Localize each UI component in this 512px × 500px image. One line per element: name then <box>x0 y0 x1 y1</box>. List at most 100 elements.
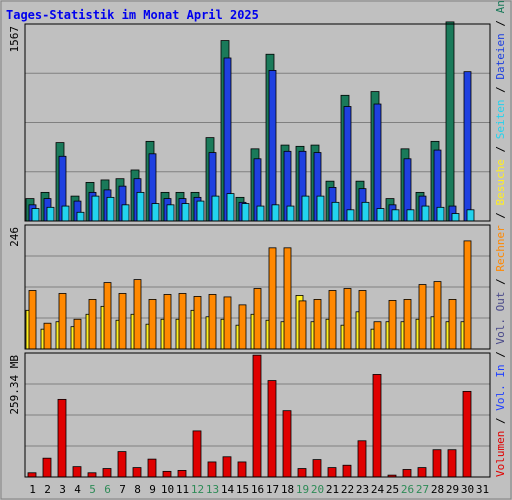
x-tick-label: 23 <box>356 483 369 496</box>
x-tick-label: 6 <box>104 483 111 496</box>
bar-volumen <box>327 467 337 478</box>
bar-rechner <box>238 304 247 350</box>
bar-rechner <box>193 296 202 350</box>
bar-seiten <box>406 209 415 222</box>
bar-seiten <box>166 204 175 222</box>
bar-seiten <box>211 195 220 222</box>
x-tick-label: 13 <box>206 483 219 496</box>
panel-visits: 246 <box>8 224 491 350</box>
bar-rechner <box>178 293 187 350</box>
bar-seiten <box>91 195 100 222</box>
legend-item: Besuche <box>494 159 507 205</box>
x-tick-label: 21 <box>326 483 339 496</box>
legend-item: Vol. Out <box>494 292 507 345</box>
bar-rechner <box>103 282 112 350</box>
x-tick-label: 16 <box>251 483 264 496</box>
bar-volumen <box>162 470 172 478</box>
bar-dateien <box>343 106 352 222</box>
x-tick-label: 11 <box>176 483 189 496</box>
x-tick-label: 27 <box>416 483 429 496</box>
bar-rechner <box>118 293 127 350</box>
bar-seiten <box>391 209 400 222</box>
bar-seiten <box>106 196 115 222</box>
bar-volumen <box>402 469 412 478</box>
bar-seiten <box>301 195 310 222</box>
bar-seiten <box>241 203 250 222</box>
bar-volumen <box>147 458 157 478</box>
bar-seiten <box>256 205 265 222</box>
bar-rechner <box>253 288 262 350</box>
bar-volumen <box>417 467 427 478</box>
bar-volumen <box>207 461 217 478</box>
legend-item: Anfragen <box>494 0 507 13</box>
bar-volumen <box>432 449 442 478</box>
bar-rechner <box>88 299 97 350</box>
x-tick-label: 18 <box>281 483 294 496</box>
bar-dateien <box>268 70 277 222</box>
legend-item: Seiten <box>494 99 507 139</box>
x-tick-label: 4 <box>74 483 81 496</box>
bar-rechner <box>463 240 472 350</box>
bar-volumen <box>252 354 262 478</box>
y-max-label: 1567 <box>8 26 21 53</box>
bar-volumen <box>27 472 37 478</box>
bar-rechner <box>343 288 352 350</box>
x-tick-label: 9 <box>149 483 156 496</box>
bar-anfragen <box>445 21 455 222</box>
bar-volumen <box>447 449 457 478</box>
bar-dateien <box>373 103 382 222</box>
bar-rechner <box>388 299 397 350</box>
bar-rechner <box>223 296 232 350</box>
bar-volumen <box>72 466 82 478</box>
bar-seiten <box>466 209 475 222</box>
panel-hits: 1567 <box>8 21 491 222</box>
y-max-label: 259.34 MB <box>8 355 21 415</box>
x-tick-label: 14 <box>221 483 235 496</box>
x-tick-label: 5 <box>89 483 96 496</box>
bar-rechner <box>358 290 367 350</box>
bar-volumen <box>177 470 187 478</box>
x-tick-label: 1 <box>29 483 36 496</box>
x-tick-label: 8 <box>134 483 141 496</box>
bar-rechner <box>268 247 277 350</box>
bar-seiten <box>61 205 70 222</box>
legend-separator: / <box>494 13 507 33</box>
bar-rechner <box>148 299 157 350</box>
bar-rechner <box>328 290 337 350</box>
x-tick-label: 3 <box>59 483 66 496</box>
bar-rechner <box>283 247 292 350</box>
bar-seiten <box>151 203 160 222</box>
bar-seiten <box>76 211 85 222</box>
panel-volume: 259.34 MB <box>8 352 491 478</box>
x-tick-label: 26 <box>401 483 414 496</box>
bar-seiten <box>376 208 385 222</box>
x-tick-label: 10 <box>161 483 174 496</box>
bar-seiten <box>361 201 370 222</box>
bar-volumen <box>462 390 472 478</box>
x-tick-label: 19 <box>296 483 309 496</box>
bar-volumen <box>57 398 67 478</box>
bar-rechner <box>373 321 382 350</box>
bar-rechner <box>73 318 82 350</box>
panel-border <box>24 224 491 350</box>
y-max-label: 246 <box>8 227 21 247</box>
bar-volumen <box>42 457 52 478</box>
x-tick-label: 2 <box>44 483 51 496</box>
bar-rechner <box>448 299 457 350</box>
panel-border <box>24 23 491 222</box>
bar-rechner <box>43 322 52 350</box>
legend-item: Dateien <box>494 33 507 79</box>
bar-volumen <box>372 374 382 478</box>
legend-separator: / <box>494 345 507 365</box>
legend: Volumen / Vol. In / Vol. Out / Rechner /… <box>494 0 507 477</box>
bar-rechner <box>313 299 322 350</box>
bar-seiten <box>316 195 325 222</box>
bar-dateien <box>463 71 472 222</box>
bar-seiten <box>121 204 130 222</box>
bar-rechner <box>208 294 217 350</box>
bar-volumen <box>87 472 97 478</box>
bar-seiten <box>331 201 340 222</box>
x-tick-label: 29 <box>446 483 459 496</box>
